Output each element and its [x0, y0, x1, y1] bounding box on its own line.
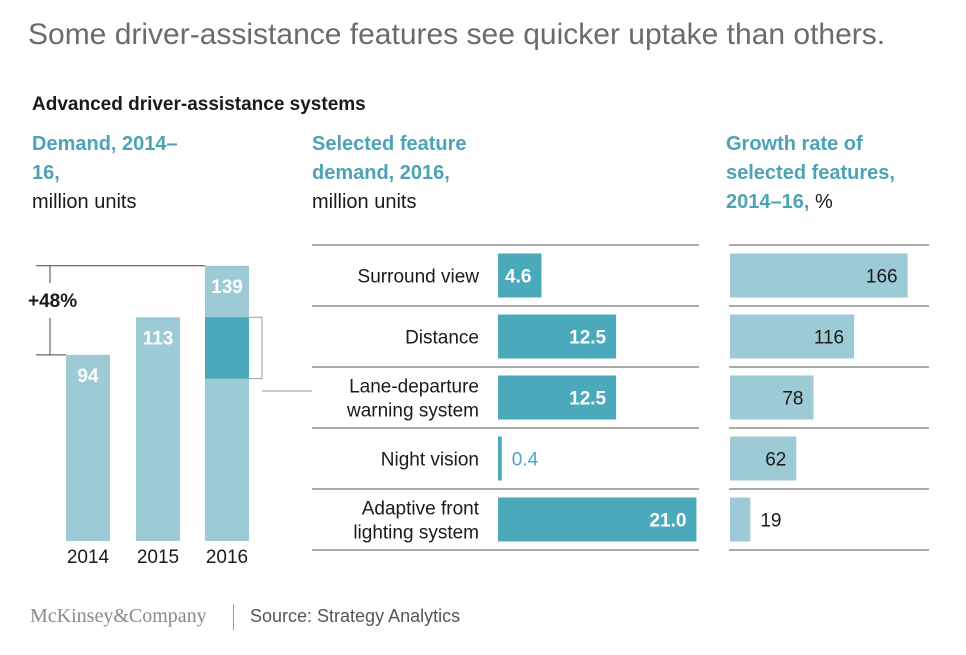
- demand-bar-value-2014: 94: [77, 366, 99, 387]
- feature-label-2: warning system: [346, 401, 479, 422]
- panel3-heading: Growth rate of selected features, 2014–1…: [726, 130, 926, 217]
- demand-bar-2014: [66, 354, 110, 541]
- demand-bar-value-2015: 113: [143, 328, 174, 349]
- growth-value-2: 78: [782, 389, 803, 410]
- chart-title: Some driver-assistance features see quic…: [28, 18, 886, 51]
- panel3-heading-unit: %: [814, 191, 833, 213]
- demand-2016-selected-segment: [205, 317, 249, 379]
- growth-annotation: +48%: [28, 291, 77, 312]
- demand-bar-2016: [205, 265, 249, 541]
- panel2-heading-bold: Selected feature demand, 2016,: [312, 133, 467, 184]
- panel1-heading: Demand, 2014–16, million units: [32, 130, 192, 217]
- chart-subtitle: Advanced driver-assistance systems: [32, 94, 366, 115]
- feature-demand-value-4: 21.0: [649, 511, 686, 532]
- growth-bar-3: [730, 436, 797, 481]
- feature-label-0: Surround view: [358, 267, 480, 288]
- feature-demand-value-3: 0.4: [512, 450, 539, 471]
- demand-year-label-2014: 2014: [67, 547, 110, 568]
- growth-value-3: 62: [765, 450, 786, 471]
- feature-label-1: Distance: [405, 328, 479, 349]
- growth-value-0: 166: [866, 267, 898, 288]
- feature-demand-bar-2: [498, 375, 617, 420]
- panel2-heading: Selected feature demand, 2016, million u…: [312, 130, 512, 217]
- panel3-heading-bold: Growth rate of selected features, 2014–1…: [726, 133, 895, 213]
- growth-value-1: 116: [814, 328, 844, 349]
- source-note: Source: Strategy Analytics: [250, 606, 461, 626]
- growth-bar-2: [730, 375, 814, 420]
- panel1-heading-bold: Demand, 2014–16,: [32, 133, 178, 184]
- demand-bar-2015: [136, 317, 180, 541]
- feature-label-4: lighting system: [353, 523, 479, 544]
- feature-demand-bar-0: [498, 253, 542, 298]
- feature-demand-bar-1: [498, 314, 617, 359]
- feature-label-2: Lane-departure: [349, 377, 479, 398]
- feature-demand-bar-3: [498, 436, 502, 481]
- footer-divider: [233, 604, 234, 630]
- feature-demand-value-1: 12.5: [569, 328, 606, 349]
- feature-demand-bar-4: [498, 497, 697, 542]
- growth-bar-1: [730, 314, 855, 359]
- demand-year-label-2015: 2015: [137, 547, 179, 568]
- growth-bar-4: [730, 497, 751, 542]
- feature-demand-value-0: 4.6: [505, 267, 531, 288]
- demand-year-label-2016: 2016: [206, 547, 248, 568]
- feature-label-4: Adaptive front: [362, 499, 480, 520]
- brand-logo: McKinsey&Company: [30, 605, 207, 627]
- growth-bar-0: [730, 253, 908, 298]
- growth-value-4: 19: [760, 511, 781, 532]
- demand-bar-value-2016: 139: [211, 277, 243, 298]
- panel2-heading-unit: million units: [312, 191, 417, 213]
- feature-label-3: Night vision: [381, 450, 479, 471]
- segment-bracket: [249, 316, 263, 380]
- feature-demand-value-2: 12.5: [569, 389, 606, 410]
- panel1-heading-unit: million units: [32, 191, 137, 213]
